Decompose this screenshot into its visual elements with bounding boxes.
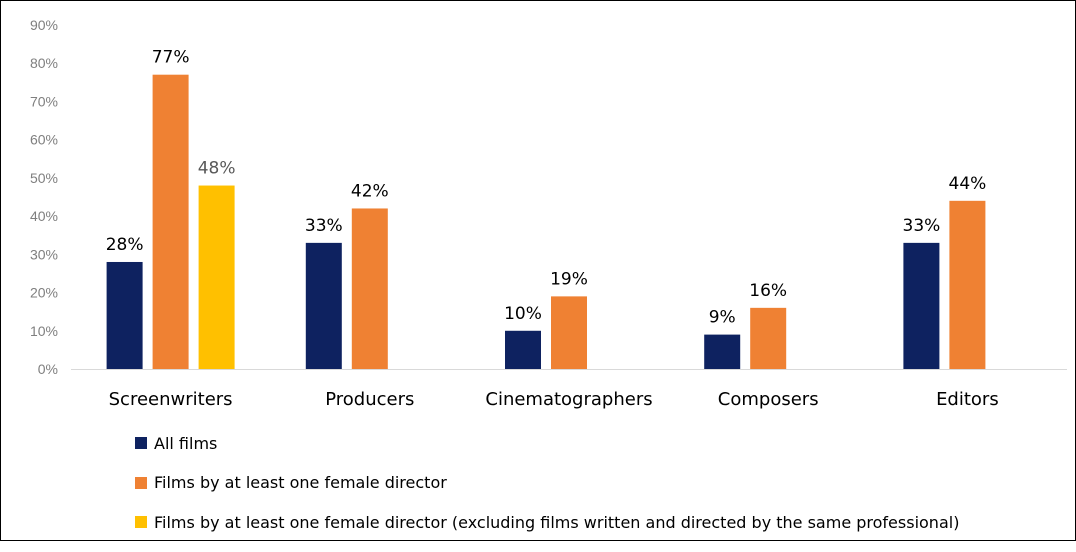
bar <box>750 307 787 369</box>
legend: All films Films by at least one female d… <box>135 433 959 552</box>
y-tick-label: 20% <box>30 285 58 301</box>
y-tick-label: 80% <box>30 55 58 71</box>
data-label: 48% <box>198 159 236 179</box>
legend-item-female-director: Films by at least one female director <box>135 473 959 493</box>
legend-label: Films by at least one female director (e… <box>154 512 960 532</box>
data-labels: 28% 77% 48% 33% 42% 10% 19% 9% 16% 33% 44% <box>106 48 987 328</box>
category-label: Cinematographers <box>485 389 652 410</box>
category-label: Screenwriters <box>109 389 233 410</box>
data-label: 33% <box>903 216 941 236</box>
data-label: 9% <box>709 308 736 328</box>
bars <box>106 74 986 369</box>
bar <box>505 330 541 369</box>
category-label: Editors <box>936 389 999 410</box>
legend-swatch-female-director <box>135 476 147 489</box>
data-label: 10% <box>504 304 542 324</box>
bar-chart: 0% 10% 20% 30% 40% 50% 60% 70% 80% 90% 28% 77% 48% 3… <box>30 17 1067 410</box>
data-label: 28% <box>106 235 144 255</box>
data-label: 16% <box>749 281 787 301</box>
legend-item-all-films: All films <box>135 433 959 453</box>
legend-swatch-all-films <box>135 437 147 449</box>
data-label: 33% <box>305 216 343 236</box>
bar <box>551 296 587 369</box>
data-label: 42% <box>351 181 389 201</box>
y-tick-label: 40% <box>30 208 58 224</box>
category-label: Producers <box>325 389 414 410</box>
bar <box>903 242 940 369</box>
bar <box>351 208 388 369</box>
bar <box>198 185 235 369</box>
y-axis-ticks: 0% 10% 20% 30% 40% 50% 60% 70% 80% 90% <box>30 17 58 377</box>
bar <box>949 200 986 369</box>
bar <box>704 334 741 369</box>
bar <box>152 74 189 369</box>
y-tick-label: 0% <box>38 361 58 377</box>
legend-swatch-female-director-excluding <box>135 516 147 528</box>
y-tick-label: 50% <box>30 170 58 186</box>
y-tick-label: 10% <box>30 323 58 339</box>
y-tick-label: 90% <box>30 17 58 33</box>
category-label: Composers <box>718 389 819 410</box>
category-labels: Screenwriters Producers Cinematographers Co… <box>109 389 999 410</box>
y-tick-label: 30% <box>30 246 58 262</box>
data-label: 77% <box>152 48 190 68</box>
bar <box>305 242 342 369</box>
y-tick-label: 60% <box>30 132 58 148</box>
data-label: 19% <box>550 269 588 289</box>
y-tick-label: 70% <box>30 93 58 109</box>
legend-item-female-director-excluding: Films by at least one female director (e… <box>135 512 959 532</box>
data-label: 44% <box>949 174 987 194</box>
legend-label: Films by at least one female director <box>154 473 447 492</box>
bar <box>106 261 143 369</box>
legend-label: All films <box>154 433 218 453</box>
